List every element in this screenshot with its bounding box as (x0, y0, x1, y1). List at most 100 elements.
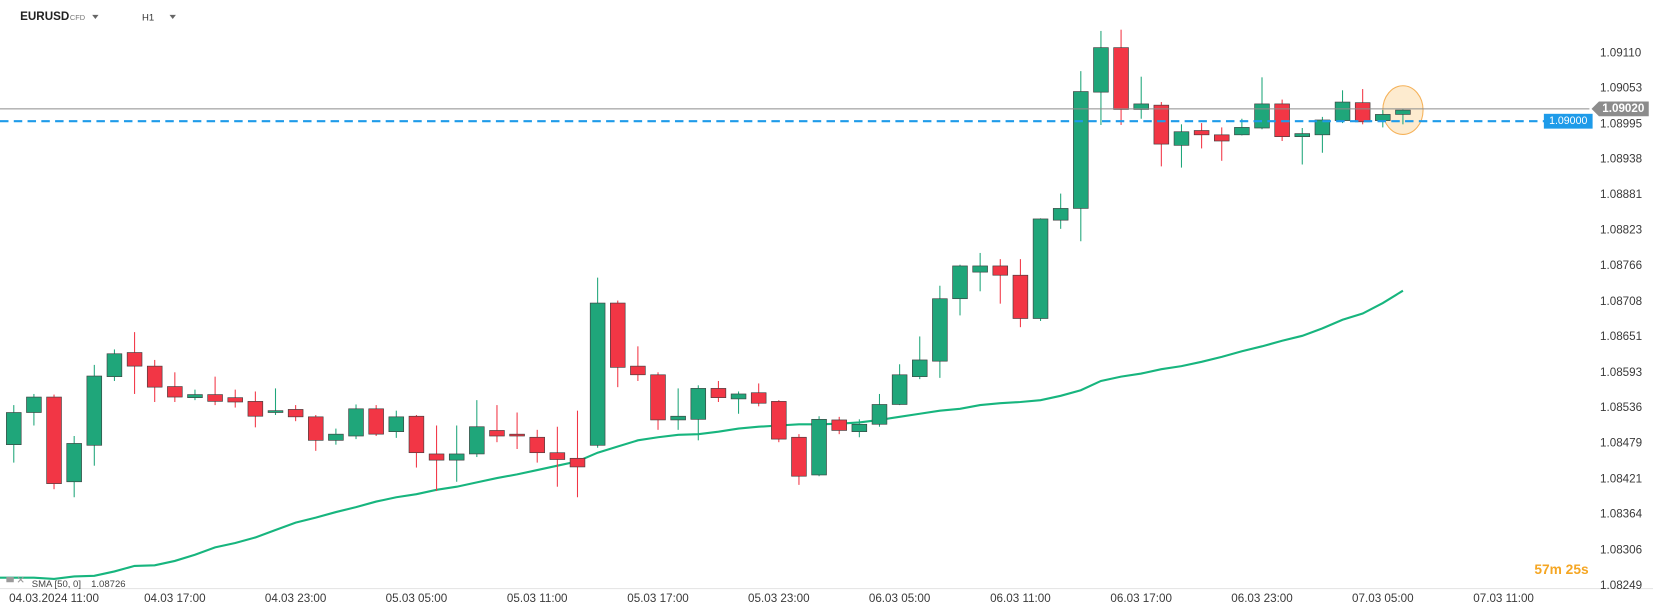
candle-body (1234, 127, 1250, 136)
y-tick-label: 1.08421 (1600, 472, 1642, 485)
x-tick-label: 05.03 17:00 (627, 592, 689, 605)
candle-body (690, 388, 707, 420)
x-tick-label: 07.03 05:00 (1352, 592, 1414, 605)
candle-body (589, 302, 606, 446)
symbol[interactable]: EURUSD (20, 10, 69, 23)
candle-body (1173, 131, 1190, 146)
x-tick-label: 04.03.2024 11:00 (9, 592, 99, 605)
symbol-dropdown[interactable] (92, 14, 99, 20)
candle-body (630, 365, 646, 376)
candle-body (146, 365, 163, 388)
x-tick-label: 06.03 23:00 (1231, 592, 1293, 605)
legend-close-icon (17, 576, 24, 583)
x-tick-label: 05.03 23:00 (748, 592, 810, 605)
candle-body (1334, 101, 1351, 121)
sma-legend: SMA [50, 0] 1.08726 (6, 576, 126, 590)
candle-body (1375, 114, 1391, 121)
candle-body (267, 410, 284, 413)
y-tick-label: 1.08306 (1600, 544, 1642, 557)
candle-body (368, 408, 384, 435)
candle-body (408, 415, 425, 454)
candle-body (46, 396, 62, 484)
candle-body (650, 374, 666, 421)
legend-icon (6, 576, 14, 583)
x-tick-label: 07.03 11:00 (1473, 592, 1534, 605)
price-label-box (1543, 113, 1593, 129)
candle-body (811, 418, 827, 476)
candle-body (952, 265, 968, 300)
y-tick-label: 1.08249 (1600, 579, 1642, 592)
candle-countdown: 57m 25s (1534, 562, 1589, 577)
candle-body (791, 436, 807, 477)
x-tick-label: 06.03 17:00 (1110, 592, 1172, 605)
y-tick-label: 1.08938 (1600, 153, 1642, 166)
price-label-box (1591, 101, 1649, 117)
y-tick-label: 1.08479 (1600, 437, 1642, 450)
candle-body (710, 388, 727, 398)
candle-body (489, 430, 505, 437)
y-tick-label: 1.09053 (1600, 82, 1642, 95)
candle-body (1314, 119, 1331, 136)
candle-body (388, 416, 405, 433)
candle-body (730, 393, 747, 400)
legend-name: SMA [50, 0] (32, 579, 81, 590)
candle-body (428, 453, 445, 461)
candle-body (126, 352, 143, 367)
candle-body (1254, 103, 1270, 129)
candle-body (207, 394, 223, 402)
timeframe-dropdown[interactable] (169, 14, 176, 20)
x-tick-label: 05.03 11:00 (507, 592, 568, 605)
y-tick-label: 1.08708 (1600, 295, 1642, 308)
price-label: 1.09020 (1602, 102, 1644, 115)
candle-body (529, 436, 545, 454)
candle-body (247, 401, 264, 417)
candle-body (287, 409, 304, 418)
candle-body (932, 298, 948, 362)
legend-value: 1.08726 (91, 579, 125, 590)
candle-body (1354, 102, 1371, 123)
candle-body (26, 396, 42, 413)
x-tick-label: 04.03 17:00 (144, 592, 206, 605)
candle-body (891, 374, 908, 405)
candle-body (610, 302, 626, 368)
candle-body (549, 452, 566, 460)
candle-body (569, 457, 586, 468)
candle-body (1214, 134, 1230, 142)
y-tick-label: 1.08881 (1600, 188, 1642, 201)
timeframe[interactable]: H1 (142, 13, 154, 24)
y-tick-label: 1.08823 (1600, 224, 1642, 237)
header: EURUSD CFD H1 (20, 10, 176, 24)
candle-body (992, 265, 1009, 276)
candle-body (448, 453, 465, 461)
candle-body (6, 412, 22, 445)
candle-body (871, 404, 888, 425)
y-tick-label: 1.08766 (1600, 259, 1642, 272)
y-tick-label: 1.08651 (1600, 330, 1642, 343)
x-tick-label: 05.03 05:00 (386, 592, 448, 605)
candle-body (509, 433, 525, 437)
candle-body (1294, 133, 1311, 137)
candle-body (86, 375, 103, 446)
candle-body (771, 401, 787, 440)
candle-body (670, 415, 686, 421)
candle-body (106, 353, 123, 377)
y-tick-label: 1.08364 (1600, 508, 1643, 521)
candle-body (308, 416, 324, 441)
price-label: 1.09000 (1549, 115, 1587, 127)
candle-body (66, 443, 82, 483)
candle-body (469, 426, 485, 455)
candle-body (167, 386, 183, 398)
candle-body (1395, 109, 1411, 115)
y-tick-label: 1.08995 (1600, 117, 1642, 130)
candle-body (1093, 47, 1109, 93)
candle-body (851, 423, 868, 433)
x-tick-label: 06.03 05:00 (869, 592, 931, 605)
y-tick-label: 1.08536 (1600, 401, 1642, 414)
candle-body (1133, 103, 1149, 110)
candle-body (1012, 274, 1029, 319)
candle-body (328, 433, 344, 441)
candle-body (912, 359, 928, 377)
x-tick-label: 04.03 23:00 (265, 592, 327, 605)
candle-body (227, 397, 243, 403)
